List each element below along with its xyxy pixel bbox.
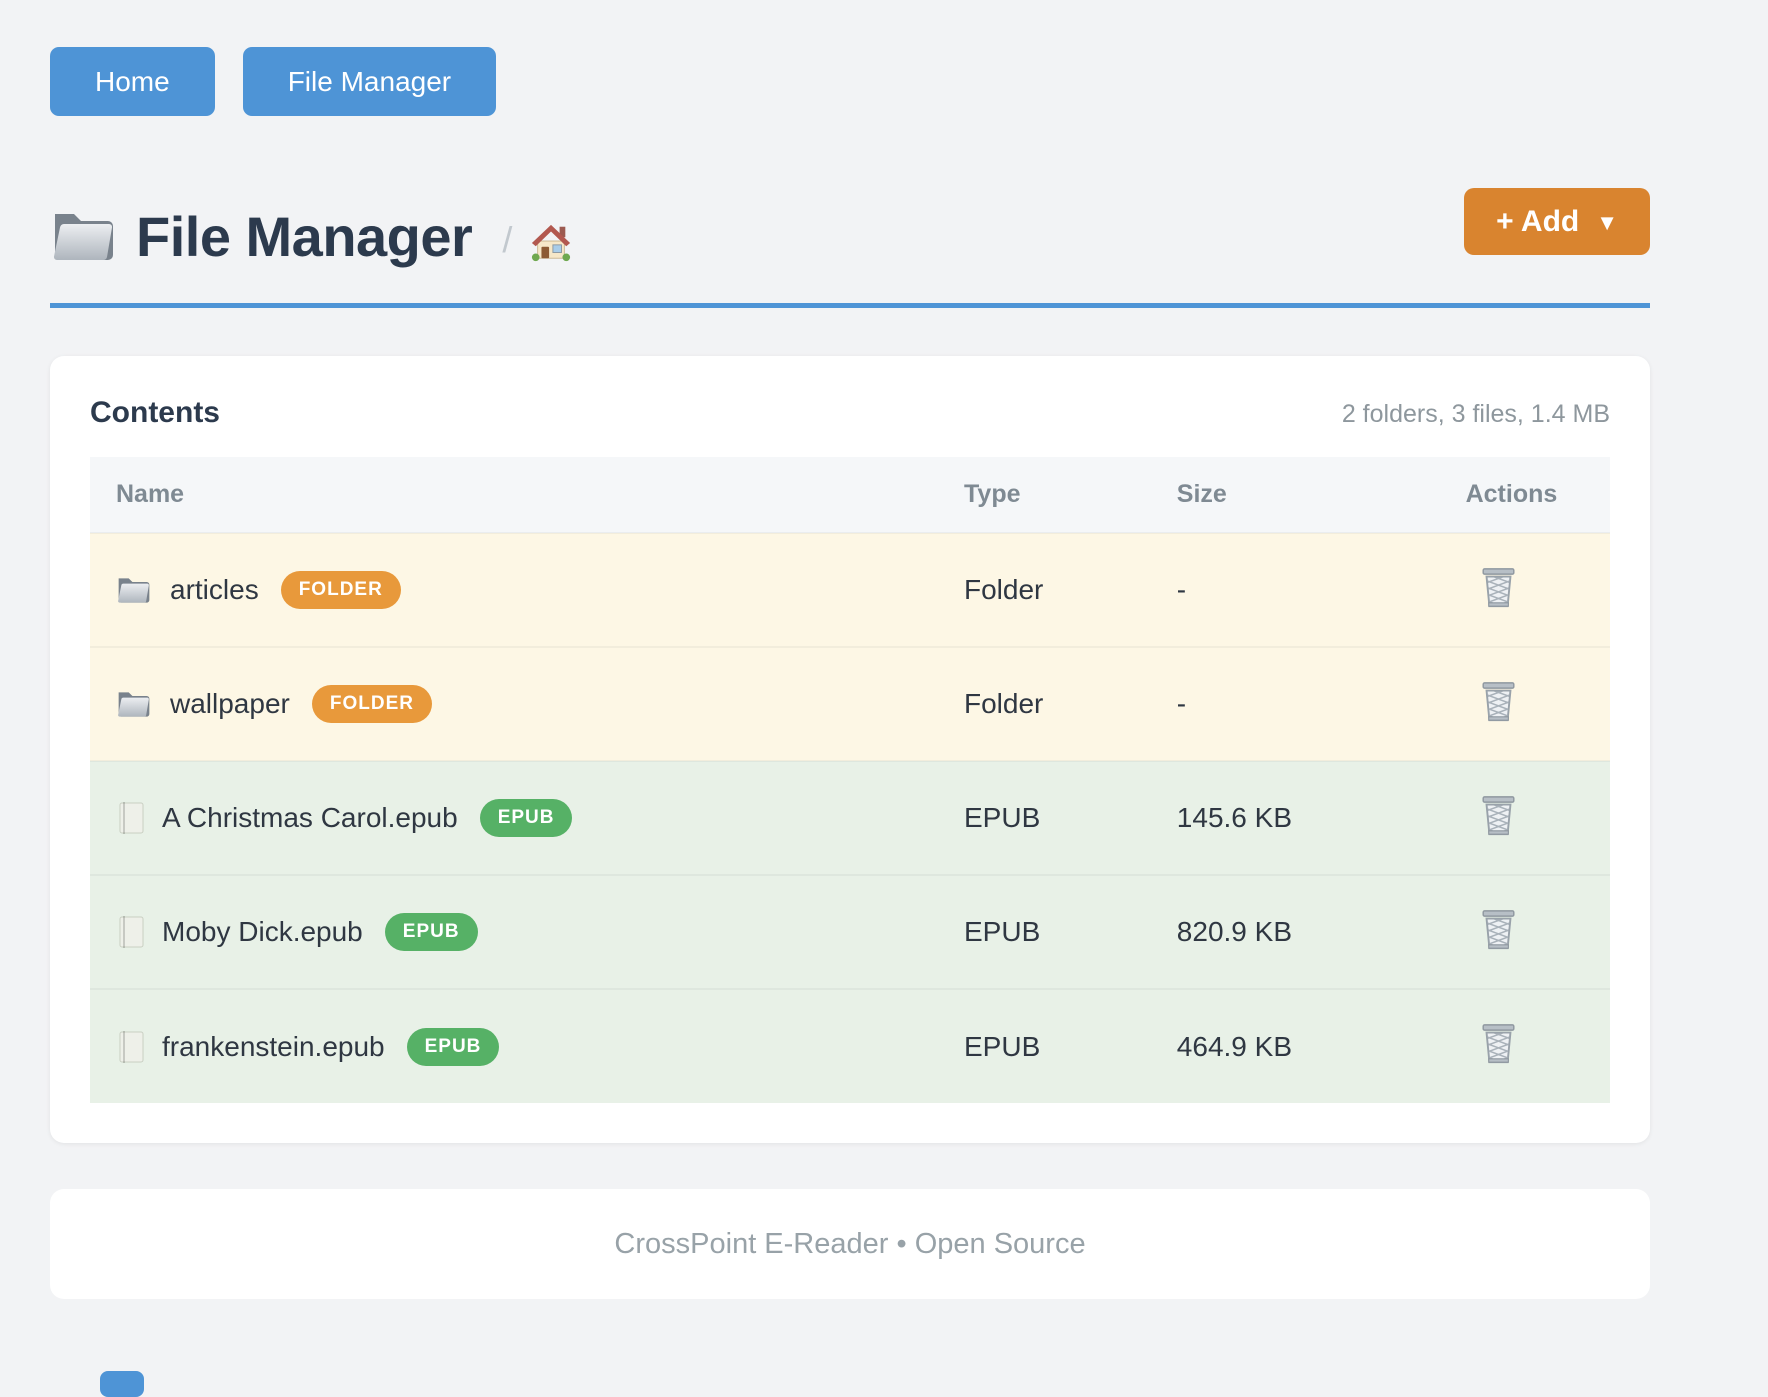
type-cell: Folder [964, 688, 1044, 719]
partial-bottom-button[interactable] [100, 1371, 144, 1397]
type-cell: Folder [964, 574, 1044, 605]
contents-card: Contents 2 folders, 3 files, 1.4 MB Name… [50, 356, 1650, 1143]
book-icon [116, 801, 144, 835]
breadcrumb-separator: / [502, 218, 513, 260]
folder-icon [116, 689, 152, 720]
contents-title: Contents [90, 396, 220, 429]
nav-home-button[interactable]: Home [50, 47, 215, 116]
column-header-size: Size [1176, 457, 1466, 533]
top-nav: Home File Manager [50, 0, 1650, 116]
table-body: articles FOLDER Folder - [90, 533, 1610, 1103]
header-divider [50, 303, 1650, 308]
type-cell: EPUB [964, 802, 1041, 833]
table-row: Moby Dick.epub EPUB EPUB 820.9 KB [90, 875, 1610, 989]
file-name[interactable]: wallpaper [170, 688, 290, 719]
footer-text: CrossPoint E-Reader • Open Source [614, 1227, 1086, 1260]
column-header-name: Name [90, 457, 964, 533]
column-header-type: Type [964, 457, 1177, 533]
book-icon [116, 1030, 144, 1064]
file-name[interactable]: articles [170, 574, 259, 605]
delete-button[interactable] [1478, 906, 1519, 954]
delete-button[interactable] [1478, 564, 1519, 612]
file-name[interactable]: frankenstein.epub [162, 1030, 385, 1062]
folder-icon [50, 208, 118, 266]
page-title: File Manager [136, 205, 473, 268]
house-icon [530, 221, 572, 263]
delete-button[interactable] [1478, 678, 1519, 726]
type-badge: EPUB [384, 913, 478, 951]
add-button-label: + Add [1496, 204, 1580, 238]
contents-summary: 2 folders, 3 files, 1.4 MB [1341, 400, 1610, 428]
size-cell: - [1176, 574, 1187, 605]
trash-icon [1480, 1022, 1517, 1066]
type-cell: EPUB [964, 1030, 1041, 1062]
trash-icon [1480, 794, 1517, 838]
trash-icon [1480, 908, 1517, 952]
table-row: frankenstein.epub EPUB EPUB 464.9 KB [90, 989, 1610, 1103]
add-button[interactable]: + Add ▼ [1464, 188, 1650, 255]
type-cell: EPUB [964, 916, 1041, 947]
caret-down-icon: ▼ [1596, 209, 1618, 235]
delete-button[interactable] [1478, 792, 1519, 840]
nav-file-manager-button[interactable]: File Manager [242, 47, 497, 116]
file-manager-page: Home File Manager File Manager / [50, 0, 1650, 1299]
trash-icon [1480, 680, 1517, 724]
table-row: A Christmas Carol.epub EPUB EPUB 145.6 K… [90, 761, 1610, 875]
folder-icon [116, 575, 152, 606]
table-row: articles FOLDER Folder - [90, 533, 1610, 647]
page-header: File Manager / + Add ▼ [50, 188, 1650, 269]
book-icon [116, 915, 144, 949]
contents-table: Name Type Size Actions [90, 457, 1610, 1103]
size-cell: 464.9 KB [1176, 1030, 1292, 1062]
file-name[interactable]: A Christmas Carol.epub [162, 802, 458, 833]
type-badge: FOLDER [280, 571, 401, 609]
footer: CrossPoint E-Reader • Open Source [50, 1189, 1650, 1299]
table-header-row: Name Type Size Actions [90, 457, 1610, 533]
file-name[interactable]: Moby Dick.epub [162, 916, 363, 947]
size-cell: 820.9 KB [1176, 916, 1292, 947]
type-badge: EPUB [479, 799, 573, 837]
type-badge: EPUB [406, 1027, 500, 1066]
table-row: wallpaper FOLDER Folder - [90, 647, 1610, 761]
column-header-actions: Actions [1465, 457, 1610, 533]
size-cell: 145.6 KB [1176, 802, 1292, 833]
delete-button[interactable] [1478, 1020, 1519, 1068]
breadcrumb-home-link[interactable] [530, 221, 572, 263]
size-cell: - [1176, 688, 1187, 719]
trash-icon [1480, 566, 1517, 610]
type-badge: FOLDER [311, 685, 432, 723]
card-header: Contents 2 folders, 3 files, 1.4 MB [90, 396, 1610, 430]
